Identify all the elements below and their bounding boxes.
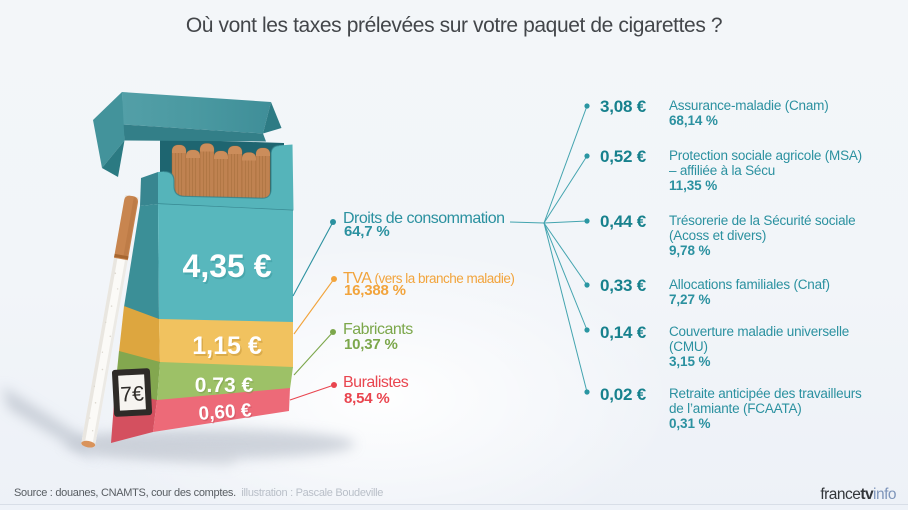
svg-text:1,15 €: 1,15 € — [194, 334, 264, 362]
svg-text:0.73 €: 0.73 € — [195, 374, 254, 397]
svg-text:4,35 €: 4,35 € — [183, 248, 272, 284]
svg-text:7€: 7€ — [120, 382, 145, 406]
svg-text:4,35 €: 4,35 € — [184, 250, 273, 286]
svg-text:0.73 €: 0.73 € — [196, 376, 255, 399]
svg-text:1,15 €: 1,15 € — [192, 332, 262, 360]
svg-text:0,60 €: 0,60 € — [198, 400, 253, 425]
svg-text:0,60 €: 0,60 € — [199, 402, 254, 427]
